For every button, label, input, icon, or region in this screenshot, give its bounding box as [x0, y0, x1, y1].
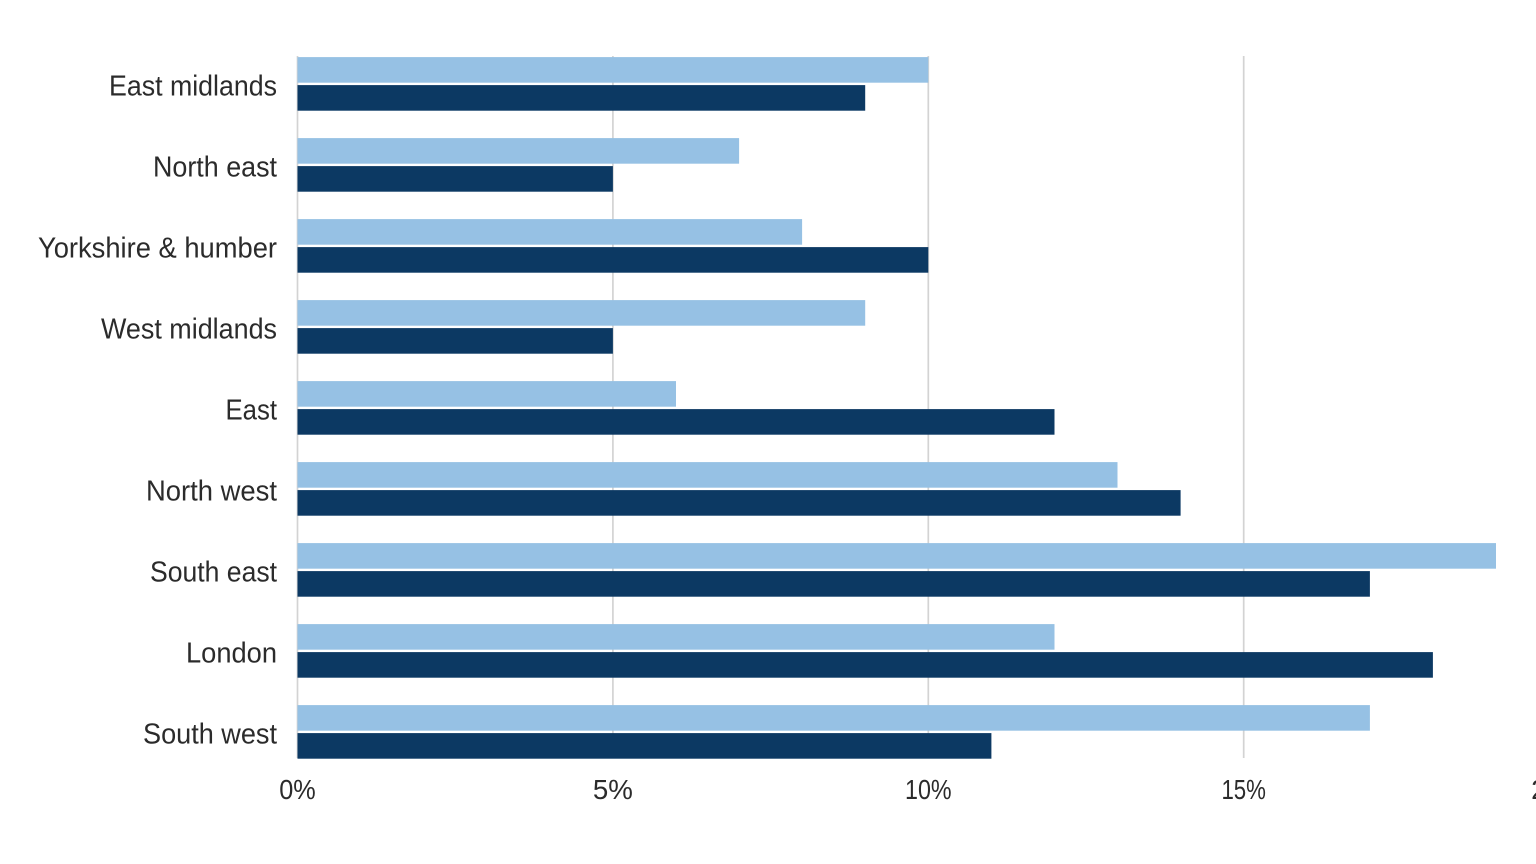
svg-text:London: London	[186, 637, 277, 669]
svg-text:Yorkshire & humber: Yorkshire & humber	[38, 232, 277, 264]
svg-text:5%: 5%	[593, 774, 633, 805]
svg-text:0%: 0%	[279, 774, 316, 805]
svg-text:10%: 10%	[905, 774, 952, 805]
svg-text:20%: 20%	[1531, 774, 1536, 805]
svg-text:South east: South east	[150, 556, 277, 588]
svg-text:West midlands: West midlands	[101, 313, 277, 345]
svg-text:East: East	[226, 394, 278, 426]
svg-text:East midlands: East midlands	[109, 70, 277, 102]
svg-text:15%: 15%	[1221, 774, 1266, 805]
svg-text:North west: North west	[146, 475, 277, 507]
svg-text:North east: North east	[153, 151, 277, 183]
svg-text:South west: South west	[143, 718, 277, 750]
